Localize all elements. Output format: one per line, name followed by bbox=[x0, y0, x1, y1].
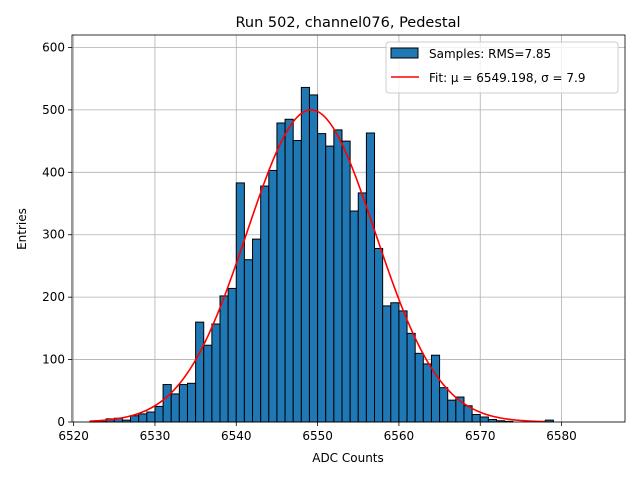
histogram-bar bbox=[349, 210, 359, 423]
histogram-bar bbox=[382, 305, 392, 423]
histogram-bar bbox=[162, 384, 172, 423]
x-tick-label: 6580 bbox=[546, 429, 577, 443]
histogram-bar bbox=[252, 238, 262, 423]
histogram-bar bbox=[325, 145, 335, 423]
histogram-bar bbox=[333, 129, 343, 423]
histogram-bar bbox=[203, 344, 213, 423]
x-axis-ticks: 6520 6530 6540 6550 6560 6570 6580 bbox=[58, 422, 577, 443]
histogram-bar bbox=[479, 416, 489, 423]
histogram-bar bbox=[365, 132, 376, 423]
histogram-bar bbox=[227, 287, 237, 423]
histogram-bar bbox=[447, 399, 457, 423]
legend-fit-label: Fit: μ = 6549.198, σ = 7.9 bbox=[429, 71, 586, 85]
legend-samples-swatch bbox=[390, 47, 419, 59]
histogram-bar bbox=[170, 393, 180, 423]
y-tick-label: 300 bbox=[42, 228, 65, 242]
histogram-bar bbox=[284, 118, 294, 423]
histogram-bar bbox=[146, 411, 156, 423]
fit-layer bbox=[89, 109, 546, 423]
plot-frame bbox=[71, 34, 626, 423]
histogram-bar bbox=[219, 295, 229, 423]
legend-samples-label: Samples: RMS=7.85 bbox=[429, 47, 551, 61]
histogram-bar bbox=[243, 259, 254, 423]
histogram-bar bbox=[260, 185, 270, 423]
x-tick-label: 6540 bbox=[221, 429, 252, 443]
y-tick-label: 500 bbox=[42, 103, 65, 117]
histogram-bar bbox=[390, 302, 400, 423]
legend-box bbox=[385, 41, 619, 94]
histogram-bar bbox=[235, 182, 245, 423]
histogram-bar bbox=[406, 332, 416, 423]
histogram-bar bbox=[300, 86, 310, 423]
histogram-bar bbox=[268, 169, 278, 423]
histogram-bar bbox=[422, 363, 432, 423]
histogram-bar bbox=[138, 413, 148, 423]
histogram-bar bbox=[374, 247, 384, 423]
x-tick-label: 6520 bbox=[58, 429, 89, 443]
y-axis-label: Entries bbox=[15, 208, 29, 250]
chart-title: Run 502, channel076, Pedestal bbox=[235, 15, 460, 31]
histogram-bar bbox=[292, 139, 302, 423]
y-tick-label: 400 bbox=[42, 165, 65, 179]
histogram-bar bbox=[414, 352, 424, 423]
histogram-bar bbox=[211, 323, 221, 423]
histogram-bar bbox=[398, 310, 408, 423]
bars-layer bbox=[89, 86, 554, 423]
y-axis-ticks: 0 100 200 300 400 500 600 bbox=[42, 40, 72, 429]
y-tick-label: 200 bbox=[42, 290, 65, 304]
histogram-bar bbox=[430, 354, 441, 423]
histogram-bar bbox=[317, 133, 327, 423]
histogram-bar bbox=[276, 122, 286, 423]
histogram-bar bbox=[186, 382, 197, 423]
x-tick-label: 6560 bbox=[384, 429, 415, 443]
histogram-bar bbox=[341, 140, 351, 423]
fit-curve bbox=[89, 109, 546, 423]
x-tick-label: 6570 bbox=[465, 429, 496, 443]
histogram-bar bbox=[130, 415, 140, 423]
histogram-bar bbox=[154, 405, 164, 423]
x-tick-label: 6530 bbox=[140, 429, 171, 443]
y-tick-label: 0 bbox=[57, 415, 65, 429]
x-axis-label: ADC Counts bbox=[312, 451, 384, 465]
histogram-bar bbox=[195, 321, 205, 423]
y-tick-label: 600 bbox=[42, 40, 65, 54]
y-tick-label: 100 bbox=[42, 353, 65, 367]
histogram-bar bbox=[357, 192, 367, 423]
histogram-bar bbox=[308, 94, 319, 423]
histogram-bar bbox=[439, 387, 449, 423]
x-tick-label: 6550 bbox=[302, 429, 333, 443]
legend: Samples: RMS=7.85 Fit: μ = 6549.198, σ =… bbox=[385, 41, 619, 94]
histogram-bar bbox=[471, 414, 481, 423]
histogram-bar bbox=[178, 384, 188, 423]
